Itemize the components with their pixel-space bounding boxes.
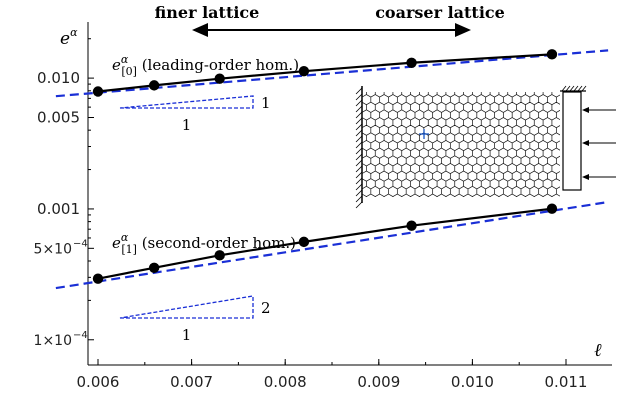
y-tick-label: 1×10	[34, 333, 72, 349]
data-point	[92, 86, 104, 97]
label-main: e	[112, 56, 121, 74]
wall-hatch	[355, 189, 363, 197]
lattice-arrow-left-head	[192, 23, 208, 37]
roller-hatch	[565, 85, 571, 92]
roller-hatch	[577, 85, 583, 92]
wall-hatch	[355, 111, 363, 119]
y-tick-label: 0.001	[37, 200, 80, 218]
data-point	[148, 262, 160, 273]
x-tick-label: 0.011	[545, 373, 588, 391]
wall-hatch	[355, 183, 363, 191]
roller-hatch	[569, 85, 575, 92]
data-point	[148, 80, 160, 91]
data-point	[546, 203, 558, 214]
series-1-label: eα [1] (second-order hom.)	[112, 231, 296, 256]
label-text: (leading-order hom.)	[137, 56, 299, 74]
force-arrow-head	[582, 174, 589, 180]
data-line	[97, 207, 553, 280]
x-tick-label: 0.007	[170, 373, 213, 391]
slope-triangle	[119, 95, 254, 109]
label-sup: α	[121, 231, 129, 244]
slope-triangle	[119, 295, 254, 319]
wall-hatch	[355, 153, 363, 161]
series-0-label: eα [0] (leading-order hom.)	[112, 53, 299, 78]
wall-hatch	[355, 123, 363, 131]
label-sub: [1]	[121, 243, 137, 256]
slope-run-label: 1	[182, 326, 192, 344]
wall-hatch	[355, 93, 363, 101]
slope-triangle-bottom: 21	[119, 295, 271, 344]
wall-hatch	[355, 165, 363, 173]
x-axis-label: ℓ	[594, 340, 602, 361]
wall-hatch	[355, 135, 363, 143]
data-line	[97, 53, 553, 93]
slope-triangle-top: 11	[119, 94, 271, 134]
data-point	[546, 49, 558, 60]
y-tick-label: 0.010	[37, 69, 80, 87]
y-tick-exponent: −4	[73, 330, 88, 341]
force-arrow-head	[582, 107, 589, 113]
y-tick-exponent: −4	[73, 238, 88, 249]
roller-hatch	[561, 85, 567, 92]
hexagonal-lattice-inset	[355, 85, 616, 209]
y-tick-label: 5×10	[34, 241, 72, 257]
data-point	[298, 65, 310, 77]
data-point	[406, 220, 417, 231]
force-arrow-head	[582, 140, 589, 146]
x-tick-label: 0.009	[357, 373, 400, 391]
roller-hatch	[573, 85, 579, 92]
roller-hatch	[581, 85, 587, 92]
label-sup: α	[121, 53, 129, 66]
label-main: e	[112, 234, 121, 252]
data-point	[214, 250, 225, 261]
data-point	[406, 57, 417, 68]
label-text: (second-order hom.)	[137, 234, 296, 252]
axes: 0.006 0.007 0.008 0.009 0.010 0.011 0.010 0.005…	[34, 22, 612, 391]
wall-hatch	[355, 105, 363, 113]
loading-plate	[562, 91, 582, 191]
wall-hatch	[355, 99, 363, 107]
series-group	[55, 49, 609, 290]
wall-hatch	[355, 159, 363, 167]
wall-hatch	[355, 117, 363, 125]
wall-hatch	[355, 171, 363, 179]
data-point	[214, 73, 225, 84]
honeycomb	[362, 92, 560, 197]
fit-line	[55, 49, 609, 98]
wall-hatch	[355, 147, 363, 155]
finer-lattice-label: finer lattice	[155, 3, 260, 22]
slope-rise-label: 1	[261, 94, 271, 112]
wall-hatch	[355, 177, 363, 185]
wall-hatch	[355, 87, 363, 95]
y-axis-label: eα	[60, 26, 78, 49]
wall-hatch	[355, 195, 363, 203]
lattice-arrow-right-head	[455, 23, 471, 37]
series-0	[55, 49, 609, 98]
wall-hatch	[355, 129, 363, 137]
honeycomb-cells	[362, 92, 560, 197]
x-tick-label: 0.006	[77, 373, 120, 391]
data-point	[92, 273, 104, 284]
data-point	[298, 236, 310, 248]
x-tick-label: 0.010	[451, 373, 494, 391]
slope-run-label: 1	[182, 116, 192, 134]
wall-hatch	[355, 201, 363, 209]
y-axis-label-sup: α	[70, 26, 78, 39]
y-tick-label: 0.005	[37, 108, 80, 126]
fit-line	[55, 200, 609, 290]
slope-rise-label: 2	[261, 299, 271, 317]
coarser-lattice-label: coarser lattice	[375, 3, 505, 22]
wall-hatch	[355, 141, 363, 149]
series-1	[55, 200, 609, 290]
label-sub: [0]	[121, 65, 137, 78]
x-tick-label: 0.008	[264, 373, 307, 391]
